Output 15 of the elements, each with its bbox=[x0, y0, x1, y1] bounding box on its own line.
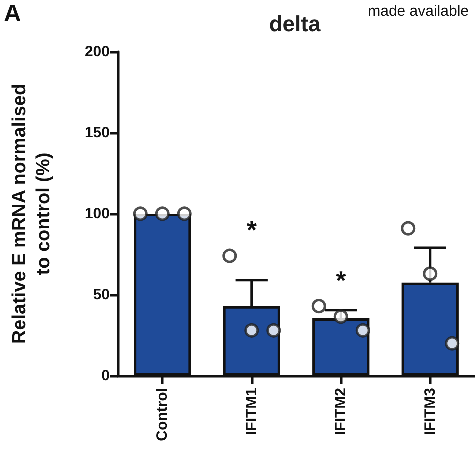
y-tick-label: 0 bbox=[102, 368, 110, 384]
text: made available bbox=[368, 3, 470, 20]
annotation: * bbox=[246, 215, 258, 246]
x-tick-label: IFITM2 bbox=[332, 388, 350, 436]
annotation: * bbox=[336, 265, 348, 296]
y-tick-label: 50 bbox=[93, 286, 110, 304]
x-tick-label: Control bbox=[154, 388, 172, 442]
text: A bbox=[4, 0, 22, 28]
y-tick-label: 100 bbox=[84, 206, 110, 222]
x-tick-label: IFITM3 bbox=[422, 388, 439, 436]
chart-title: delta bbox=[269, 12, 322, 36]
y-tick-label: 150 bbox=[84, 124, 110, 142]
y-axis-title: Relative E mRNA normalised to control (%) bbox=[10, 84, 54, 344]
y-tick-label: 200 bbox=[84, 44, 110, 60]
x-tick-label: IFITM1 bbox=[243, 388, 260, 436]
